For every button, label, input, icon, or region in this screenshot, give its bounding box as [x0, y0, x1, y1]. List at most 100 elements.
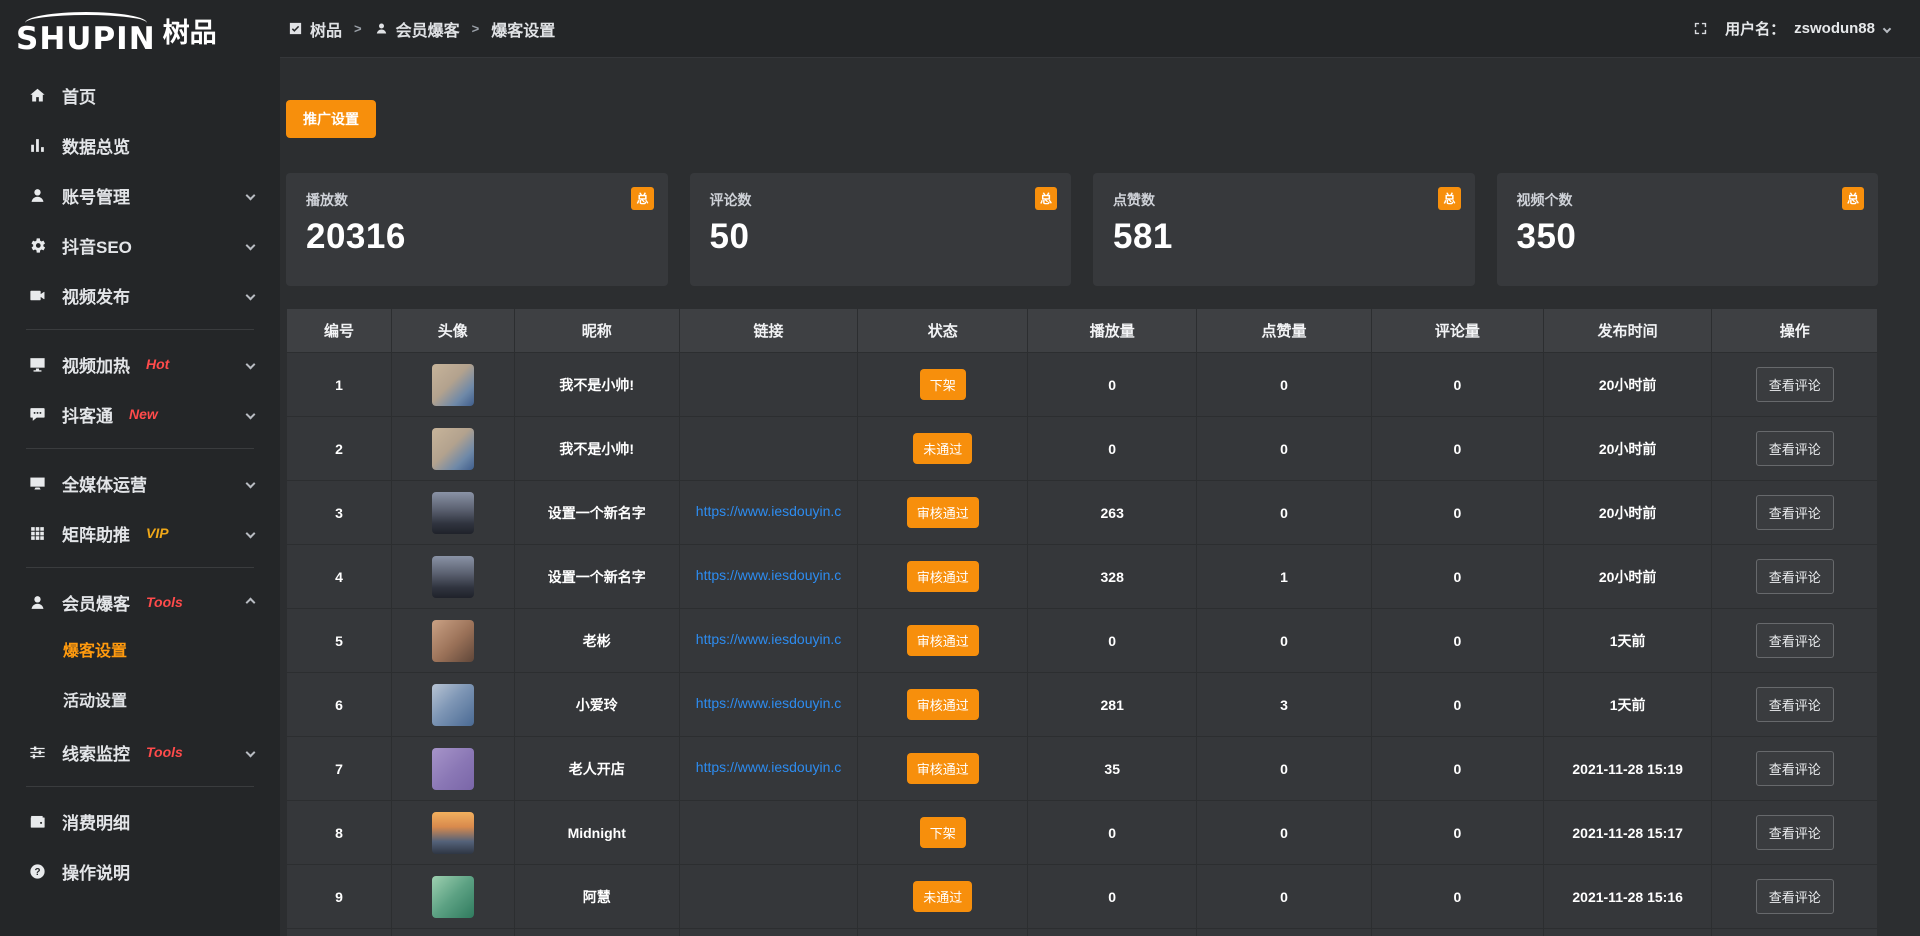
cell-action: 查看评论: [1711, 416, 1878, 481]
sidebar-item-data-overview[interactable]: 数据总览: [0, 120, 280, 170]
total-badge: 总: [1841, 187, 1864, 210]
breadcrumb-item-member-baoke[interactable]: 会员爆客: [374, 17, 460, 41]
cell-nickname: 设置一个新名字: [513, 480, 680, 545]
cell-plays: 281: [1027, 672, 1198, 737]
profile-link[interactable]: https://www.iesdouyin.c: [695, 567, 842, 583]
username-label: 用户名：: [1725, 21, 1786, 38]
status-badge: 审核通过: [906, 753, 979, 784]
sidebar-item-label: 会员爆客: [62, 594, 130, 614]
stat-cards: 播放数 总 20316 评论数 总 50 点赞数 总 581 视频个数 总 350: [286, 173, 1878, 286]
avatar: [431, 427, 474, 470]
cell-nickname: 老彬: [513, 608, 680, 673]
view-comments-button[interactable]: 查看评论: [1755, 815, 1834, 850]
total-badge: 总: [1034, 187, 1057, 210]
cell-avatar: [391, 800, 515, 865]
cell-avatar: [391, 928, 515, 936]
profile-link[interactable]: https://www.iesdouyin.c: [695, 503, 842, 519]
profile-link[interactable]: https://www.iesdouyin.c: [695, 695, 842, 711]
cell-avatar: [391, 480, 515, 545]
sidebar-item-douyin-seo[interactable]: 抖音SEO: [0, 220, 280, 270]
sidebar-subitem-baoke-settings[interactable]: 爆客设置: [63, 643, 128, 660]
cell-status: 审核通过: [857, 736, 1029, 801]
sidebar-divider: [26, 786, 254, 787]
cell-publish-time: 20小时前: [1542, 352, 1713, 417]
view-comments-button[interactable]: 查看评论: [1755, 367, 1834, 402]
sidebar-item-label: 全媒体运营: [62, 475, 147, 495]
sidebar-item-consumption-detail[interactable]: 消费明细: [0, 796, 280, 846]
grid-icon: [28, 524, 47, 543]
sidebar-item-member-baoke[interactable]: 会员爆客 Tools: [0, 577, 280, 627]
sidebar-item-video-publish[interactable]: 视频发布: [0, 270, 280, 320]
cell-id: 4: [286, 544, 392, 609]
table-row: 6 小爱玲 https://www.iesdouyin.c 审核通过 281 3 0 1天前 查…: [286, 672, 1878, 737]
user-menu[interactable]: 用户名： zswodun88: [1725, 18, 1892, 39]
status-badge: 下架: [919, 817, 966, 848]
cell-avatar: [391, 544, 515, 609]
logo-text-cn: 树品: [162, 17, 217, 48]
table-row: 8 Midnight 下架 0 0 0 2021-11-28 15:17 查看评论: [286, 800, 1878, 865]
avatar: [431, 811, 474, 854]
cell-publish-time: 20小时前: [1542, 544, 1713, 609]
profile-link[interactable]: https://www.iesdouyin.c: [695, 759, 842, 775]
breadcrumb-label: 会员爆客: [395, 22, 460, 40]
sidebar-item-badge: Tools: [146, 594, 183, 610]
avatar: [431, 555, 474, 598]
view-comments-button[interactable]: 查看评论: [1755, 431, 1834, 466]
sidebar-subitem-activity-settings[interactable]: 活动设置: [63, 693, 128, 710]
view-comments-button[interactable]: 查看评论: [1755, 879, 1834, 914]
column-header-4: 链接: [678, 308, 859, 353]
sidebar-item-clue-monitor[interactable]: 线索监控 Tools: [0, 727, 280, 777]
stat-card-value: 50: [709, 217, 750, 256]
chevron-down-icon: [245, 240, 256, 250]
view-comments-button[interactable]: 查看评论: [1755, 559, 1834, 594]
cell-comments: [1371, 928, 1544, 936]
sidebar-item-operation-guide[interactable]: ? 操作说明: [0, 846, 280, 896]
total-badge: 总: [1438, 187, 1461, 210]
breadcrumb-item-shupin[interactable]: 树品: [288, 17, 342, 41]
view-comments-button[interactable]: 查看评论: [1755, 751, 1834, 786]
sidebar-item-badge: Hot: [146, 356, 170, 372]
topbar: 树品 > 会员爆客 > 爆客设置 用户名： zswodun88: [280, 0, 1920, 58]
cell-likes: [1196, 928, 1373, 936]
profile-link[interactable]: https://www.iesdouyin.c: [695, 631, 842, 647]
brand-logo[interactable]: SHUPIN 树品: [0, 0, 280, 58]
sidebar-item-video-heat[interactable]: 视频加热 Hot: [0, 339, 280, 389]
status-badge: 审核通过: [906, 689, 979, 720]
stat-card-label: 点赞数: [1113, 192, 1155, 208]
wallet-icon: [28, 812, 47, 831]
view-comments-button[interactable]: 查看评论: [1755, 623, 1834, 658]
avatar: [431, 747, 474, 790]
view-comments-button[interactable]: 查看评论: [1755, 687, 1834, 722]
cell-nickname: 小爱玲: [513, 672, 680, 737]
cell-nickname: [513, 928, 680, 936]
svg-text:?: ?: [34, 866, 40, 877]
chevron-down-icon: [1882, 24, 1892, 33]
breadcrumb-item-baoke-settings[interactable]: 爆客设置: [491, 17, 555, 41]
cell-likes: 1: [1196, 544, 1373, 609]
sidebar-item-media-operation[interactable]: 全媒体运营: [0, 458, 280, 508]
cell-likes: 0: [1196, 608, 1373, 673]
cell-link: [678, 352, 859, 417]
fullscreen-icon[interactable]: [1692, 20, 1709, 37]
promo-settings-button[interactable]: 推广设置: [286, 100, 376, 138]
sidebar-divider: [26, 567, 254, 568]
cell-plays: 0: [1027, 352, 1198, 417]
cell-publish-time: 1天前: [1542, 608, 1713, 673]
sidebar-divider: [26, 448, 254, 449]
cell-link: [678, 864, 859, 929]
sidebar-item-label: 视频发布: [62, 287, 130, 307]
column-header-7: 点赞量: [1196, 308, 1373, 353]
stat-card: 播放数 总 20316: [286, 173, 668, 286]
cell-likes: 0: [1196, 416, 1373, 481]
sidebar-item-douketong[interactable]: 抖客通 New: [0, 389, 280, 439]
cell-link: https://www.iesdouyin.c: [678, 736, 859, 801]
view-comments-button[interactable]: 查看评论: [1755, 495, 1834, 530]
avatar: [431, 875, 474, 918]
avatar: [431, 363, 474, 406]
sidebar-item-home[interactable]: 首页: [0, 70, 280, 120]
gear-icon: [28, 236, 47, 255]
sidebar-item-account-management[interactable]: 账号管理: [0, 170, 280, 220]
cell-action: 查看评论: [1711, 544, 1878, 609]
cell-comments: 0: [1371, 864, 1544, 929]
sidebar-item-matrix-boost[interactable]: 矩阵助推 VIP: [0, 508, 280, 558]
